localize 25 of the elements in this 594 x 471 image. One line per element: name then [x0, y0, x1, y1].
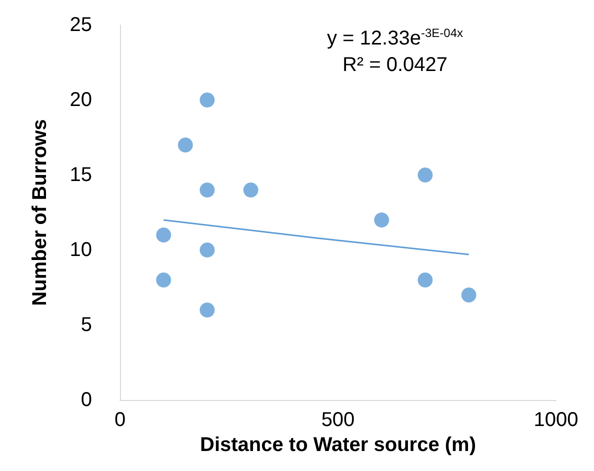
y-tick-label: 25 [70, 14, 92, 36]
point [200, 182, 215, 198]
annotation: R² = 0.0427 [341, 52, 449, 78]
point [200, 242, 215, 258]
y-tick-label: 10 [70, 239, 92, 261]
annotation: y = 12.33e$^{-3E-04x}$ [326, 25, 464, 52]
point [200, 302, 215, 318]
y-tick-label: 20 [70, 89, 92, 111]
point [156, 228, 172, 242]
x-tick-label: 0 [114, 409, 126, 431]
point [178, 138, 193, 152]
point [200, 92, 215, 108]
y-tick-label: 0 [80, 389, 92, 411]
point [418, 272, 433, 288]
x-tick-label: 500 [321, 409, 355, 431]
point [418, 168, 433, 182]
y-axis-title: Number of Burrows [29, 119, 51, 306]
y-tick-label: 5 [80, 314, 92, 336]
y-tick-label: 15 [70, 164, 92, 186]
point [461, 288, 476, 302]
point [156, 272, 172, 288]
x-tick-label: 1000 [534, 409, 578, 431]
point [243, 182, 258, 198]
point [374, 212, 390, 228]
x-axis-title: Distance to Water source (m) [200, 434, 476, 456]
